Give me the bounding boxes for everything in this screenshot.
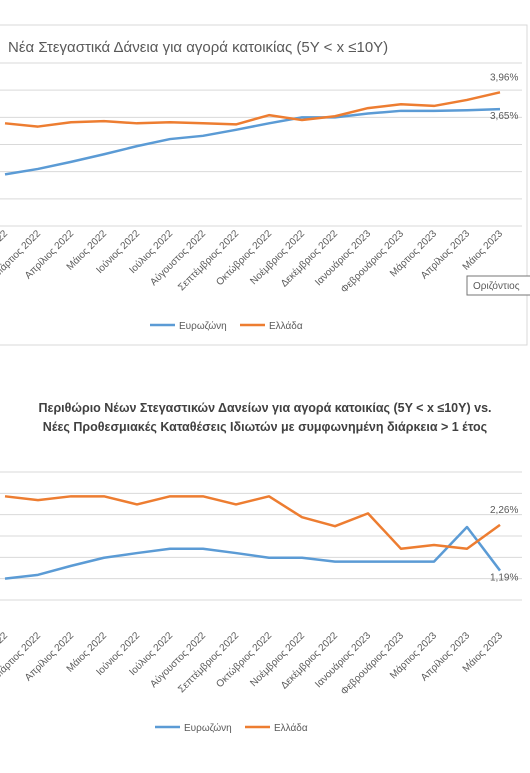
data-label: 2,26% (490, 505, 518, 516)
legend-label: Ελλάδα (274, 722, 308, 734)
legend-label: Ελλάδα (269, 320, 303, 332)
legend-label: Ευρωζώνη (179, 320, 227, 332)
chart-title: Περιθώριο Νέων Στεγαστικών Δανείων για α… (38, 401, 491, 434)
chart-title: Νέα Στεγαστικά Δάνεια για αγορά κατοικία… (8, 39, 388, 56)
x-tick-label: Νοέμβριος 2022 (248, 629, 308, 689)
series-line (4, 495, 501, 551)
x-tick-label: Σεπτέμβριος 2022 (176, 629, 242, 695)
x-tick-label: Ιανουάριος 2023 (313, 629, 374, 690)
series-line (4, 91, 501, 128)
x-tick-label: Οκτώβριος 2022 (214, 629, 275, 690)
data-label: 1,19% (490, 573, 518, 584)
tooltip-box (466, 275, 530, 296)
data-label: 3,65% (490, 111, 518, 122)
tooltip-text: Οριζόντιος (473, 280, 520, 292)
legend-label: Ευρωζώνη (184, 722, 232, 734)
series-line (4, 107, 501, 176)
x-tick-label: Αύγουστος 2022 (148, 629, 209, 690)
x-tick-label: Δεκέμβριος 2022 (278, 629, 340, 691)
chart-frame (0, 24, 528, 346)
data-label: 3,96% (490, 72, 518, 83)
series-line (4, 525, 501, 580)
x-tick-label: Φεβρουάριος 2023 (338, 629, 406, 697)
